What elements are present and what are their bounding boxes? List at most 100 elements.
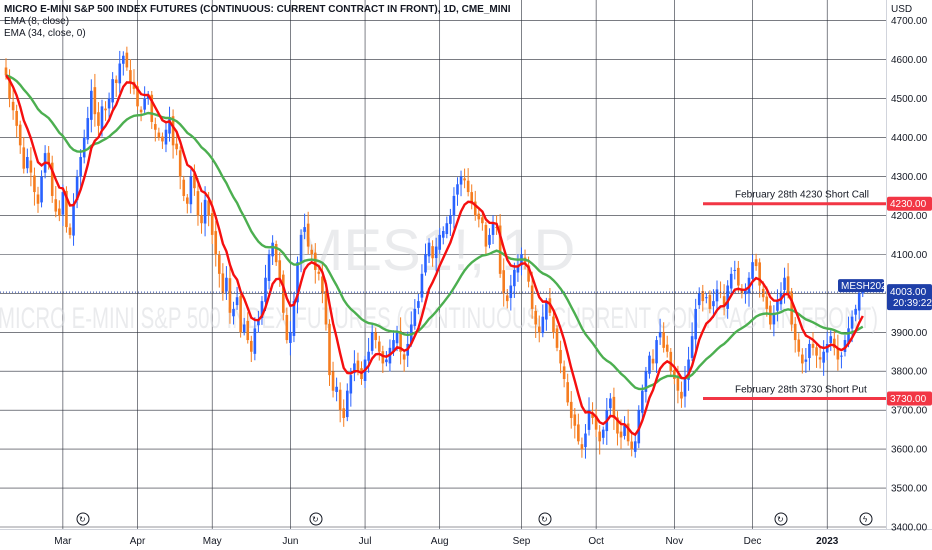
candle — [132, 69, 136, 95]
candle — [22, 136, 26, 174]
candle — [456, 177, 459, 206]
candle — [427, 238, 431, 264]
candle — [242, 317, 246, 336]
candle — [139, 106, 143, 122]
candle — [196, 178, 200, 226]
dividend-event-icon[interactable]: ↻ — [309, 512, 323, 526]
candle — [417, 293, 420, 315]
candle — [374, 327, 378, 349]
candle — [342, 399, 346, 427]
last-price-value: 4003.00 — [890, 287, 927, 298]
time-tick-label: Apr — [130, 536, 146, 547]
candle — [281, 270, 285, 321]
price-tick-label: 3600.00 — [891, 445, 928, 456]
candle — [353, 350, 356, 382]
svg-text:↻: ↻ — [777, 515, 784, 524]
price-axis[interactable]: 3400.00 3500.00 3600.00 3700.00 3800.00 3900.… — [891, 16, 928, 533]
chart-legend: MICRO E-MINI S&P 500 INDEX FUTURES (CONT… — [4, 4, 511, 40]
candle — [189, 169, 193, 214]
time-tick-label: Nov — [665, 536, 683, 547]
time-tick-label: Sep — [513, 536, 531, 547]
ema-fast-legend[interactable]: EMA (8, close) — [4, 16, 70, 27]
price-tick-label: 3500.00 — [891, 484, 928, 495]
candle — [559, 340, 562, 374]
candle — [434, 237, 438, 272]
candle — [687, 346, 690, 391]
candle — [701, 284, 705, 312]
price-tick-label: 4500.00 — [891, 94, 928, 105]
candle — [193, 164, 196, 196]
candle — [111, 72, 114, 112]
candle — [186, 194, 189, 214]
candle — [345, 383, 349, 422]
candle — [719, 281, 722, 299]
candle — [598, 425, 601, 455]
candle — [58, 200, 61, 222]
dividend-event-icon[interactable]: ↻ — [774, 512, 788, 526]
candle — [665, 335, 669, 358]
svg-text:4230.00: 4230.00 — [890, 199, 927, 210]
candle — [641, 384, 644, 422]
candle — [697, 287, 701, 309]
candle — [79, 149, 82, 189]
svg-text:ϟ: ϟ — [863, 515, 868, 524]
candle — [441, 226, 445, 245]
candle — [75, 169, 79, 209]
candle — [402, 351, 406, 372]
candle — [481, 213, 484, 231]
candle — [143, 86, 146, 115]
candle — [249, 335, 253, 363]
flash-event-icon[interactable]: ϟ — [859, 512, 873, 526]
candle — [157, 127, 161, 141]
candle — [836, 334, 840, 371]
price-tick-label: 4300.00 — [891, 172, 928, 183]
candle — [200, 202, 203, 234]
time-tick-label: Aug — [431, 536, 449, 547]
candle — [40, 170, 43, 208]
candle — [420, 264, 424, 303]
dividend-event-icon[interactable]: ↻ — [538, 512, 552, 526]
candle — [335, 377, 338, 402]
time-tick-label: Oct — [588, 536, 604, 547]
candle — [86, 106, 90, 145]
candle — [175, 133, 178, 156]
candle — [413, 299, 417, 330]
time-axis[interactable]: Mar Apr May Jun Jul Aug Sep Oct Nov Dec 2023 — [54, 536, 839, 547]
candle — [125, 46, 129, 71]
price-tick-label: 3400.00 — [891, 523, 928, 534]
candle — [459, 170, 463, 197]
short-call-annotation[interactable]: February 28th 4230 Short Call — [703, 190, 886, 206]
short-put-annotation[interactable]: February 28th 3730 Short Put — [703, 384, 886, 400]
candle — [285, 307, 289, 344]
candle — [385, 351, 388, 367]
candle — [29, 147, 33, 187]
candle — [577, 413, 580, 445]
candle — [648, 351, 651, 379]
short-call-price-tag: 4230.00 — [887, 196, 932, 211]
candle — [584, 424, 587, 459]
time-tick-label: Jun — [282, 536, 298, 547]
candle — [292, 292, 296, 343]
candle — [537, 315, 541, 343]
ema-slow-legend[interactable]: EMA (34, close, 0) — [4, 28, 86, 39]
time-tick-label: Mar — [54, 536, 72, 547]
candle — [377, 335, 381, 361]
ema-slow-line — [5, 74, 864, 391]
price-tick-label: 4400.00 — [891, 133, 928, 144]
candle — [690, 322, 694, 362]
candle — [93, 73, 97, 127]
candle — [274, 240, 278, 266]
candle — [804, 347, 808, 373]
candle — [15, 104, 18, 138]
time-tick-label: Dec — [744, 536, 762, 547]
candle — [683, 366, 687, 408]
symbol-title[interactable]: MICRO E-MINI S&P 500 INDEX FUTURES (CONT… — [4, 4, 511, 15]
dividend-event-icon[interactable]: ↻ — [76, 512, 90, 526]
candle — [776, 289, 779, 322]
last-price-tag: MESH2023 4003.00 20:39:22 — [838, 279, 932, 311]
candle — [669, 348, 673, 376]
candle — [744, 283, 747, 304]
candle — [381, 345, 385, 373]
candle — [214, 221, 218, 267]
